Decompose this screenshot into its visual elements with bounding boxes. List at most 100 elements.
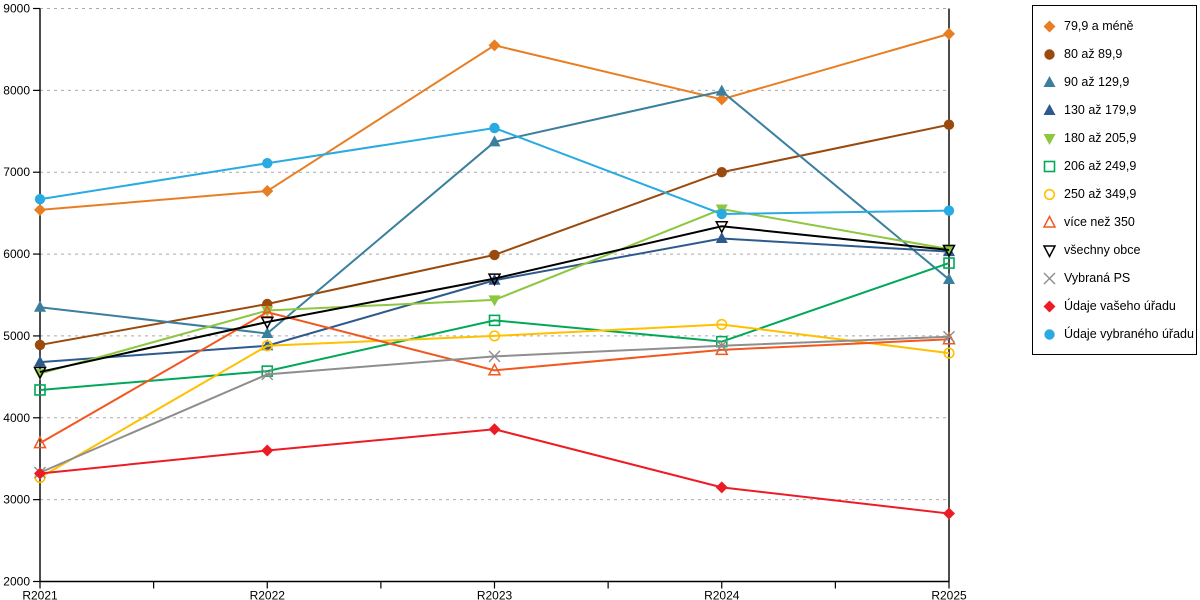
legend-marker-icon [1044, 328, 1055, 340]
series-marker-triangle-up-filled [1043, 75, 1056, 87]
legend-item-label: 79,9 a méně [1064, 19, 1134, 33]
series-marker-x-cross [715, 339, 728, 352]
series-marker-triangle-down-outline [1042, 244, 1057, 258]
legend-item-label: více než 350 [1064, 215, 1135, 229]
series-marker-circle-filled [34, 194, 46, 205]
series-marker-triangle-up-filled [943, 272, 955, 284]
legend-item: Údaje vybraného úřadu [1042, 327, 1194, 342]
series-marker-diamond-filled [715, 481, 728, 494]
legend-item: 180 až 205,9 [1042, 131, 1190, 146]
series-marker-triangle-down-filled [488, 295, 501, 307]
legend: 79,9 a méně 80 až 89,9 90 až 129,9 130 až 1… [1032, 5, 1197, 355]
series-marker-triangle-up-outline [487, 362, 502, 376]
series-marker-diamond-filled [1043, 20, 1056, 32]
legend-item: 250 až 349,9 [1042, 187, 1190, 202]
y-tick-label: 7000 [3, 165, 30, 179]
y-tick-label: 4000 [3, 411, 30, 425]
series-marker-diamond-filled [488, 423, 501, 436]
series-marker-square-outline [261, 365, 274, 377]
legend-item: 130 až 179,9 [1042, 103, 1190, 118]
legend-item: 80 až 89,9 [1042, 47, 1190, 62]
series-marker-triangle-up-outline [942, 331, 956, 345]
x-tick-label: R2024 [704, 589, 740, 600]
legend-item: 79,9 a méně [1042, 19, 1190, 34]
series-marker-diamond-filled [34, 203, 46, 216]
series-3 [34, 84, 955, 338]
series-marker-triangle-up-outline [1042, 214, 1057, 228]
legend-marker-icon [1043, 75, 1056, 87]
y-tick-label: 5000 [3, 329, 30, 343]
x-tick-label: R2022 [250, 589, 286, 600]
series-marker-diamond-filled [943, 27, 955, 40]
legend-item-label: Údaje vybraného úřadu [1064, 327, 1194, 341]
legend-marker-icon [1043, 160, 1056, 172]
legend-item: 90 až 129,9 [1042, 75, 1190, 90]
legend-item-label: 130 až 179,9 [1064, 103, 1137, 117]
x-tick-label: R2023 [477, 589, 513, 600]
series-marker-triangle-up-outline [260, 304, 274, 318]
series-marker-circle-outline [943, 347, 955, 359]
series-line [39, 32, 950, 211]
legend-item: 206 až 249,9 [1042, 159, 1190, 174]
series-marker-triangle-down-outline [260, 316, 274, 330]
series-marker-triangle-up-filled [34, 300, 46, 312]
series-marker-square-outline [1043, 160, 1056, 172]
series-marker-triangle-down-filled [943, 244, 955, 256]
series-marker-triangle-up-filled [715, 232, 728, 244]
series-line [39, 262, 950, 391]
series-line [39, 208, 950, 375]
series-marker-square-outline [34, 384, 46, 396]
legend-item: Vybraná PS [1042, 271, 1190, 286]
legend-item: Údaje vašeho úřadu [1042, 299, 1190, 314]
series-marker-circle-outline [261, 340, 273, 352]
series-line [39, 323, 950, 479]
y-tick-label: 3000 [3, 493, 30, 507]
series-marker-circle-filled [1044, 48, 1055, 60]
series-line [39, 225, 950, 373]
series-marker-x-cross [261, 368, 274, 381]
legend-marker-icon [1044, 48, 1055, 60]
series-marker-circle-outline [488, 330, 501, 342]
legend-item-label: všechny obce [1064, 243, 1141, 257]
series-marker-circle-filled [716, 167, 727, 178]
series-marker-triangle-up-outline [33, 435, 47, 449]
series-5 [34, 204, 955, 381]
legend-marker-icon [1043, 188, 1056, 200]
series-11 [34, 423, 955, 520]
y-tick-label: 6000 [3, 247, 30, 261]
series-marker-triangle-up-filled [261, 326, 274, 338]
series-marker-circle-filled [1044, 328, 1055, 340]
series-marker-diamond-filled [488, 39, 501, 52]
y-tick-label: 8000 [3, 83, 30, 97]
series-marker-triangle-down-filled [1043, 133, 1056, 145]
series-marker-circle-outline [1043, 188, 1056, 200]
legend-marker-icon [1043, 103, 1056, 115]
legend-marker-icon [1042, 214, 1057, 228]
series-marker-circle-filled [489, 122, 500, 134]
series-marker-diamond-filled [715, 93, 728, 106]
series-marker-triangle-down-outline [715, 220, 729, 234]
series-marker-circle-filled [943, 119, 955, 130]
series-marker-diamond-filled [34, 467, 46, 480]
series-9 [33, 220, 956, 380]
series-1 [34, 27, 955, 216]
series-marker-triangle-up-filled [1043, 103, 1056, 115]
y-tick-label: 2000 [3, 575, 30, 589]
series-marker-triangle-down-outline [33, 366, 47, 380]
legend-marker-icon [1042, 244, 1057, 258]
series-marker-circle-filled [716, 208, 727, 220]
series-marker-circle-filled [943, 205, 955, 216]
legend-item: všechny obce [1042, 243, 1190, 258]
series-marker-x-cross [1043, 272, 1056, 284]
series-marker-triangle-up-filled [488, 135, 501, 147]
legend-item-label: 206 až 249,9 [1064, 159, 1137, 173]
series-marker-x-cross [488, 350, 501, 363]
legend-marker-icon [1043, 133, 1056, 145]
series-line [39, 428, 950, 515]
series-marker-square-outline [943, 257, 955, 269]
series-marker-triangle-up-filled [715, 84, 728, 96]
series-marker-circle-filled [34, 339, 46, 351]
series-marker-square-outline [488, 314, 501, 327]
